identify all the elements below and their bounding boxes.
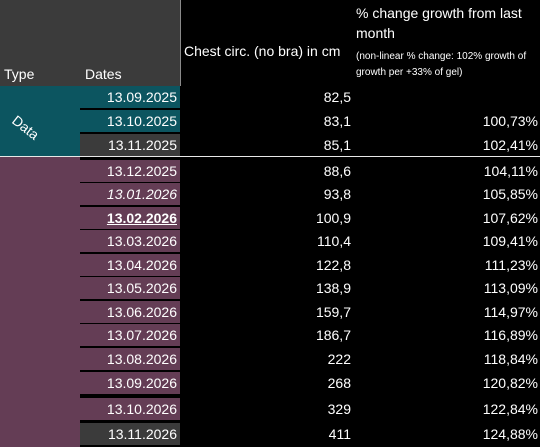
table-row: 13.06.2026 159,7 114,97% bbox=[80, 301, 540, 323]
date-cell[interactable]: 13.01.2026 bbox=[80, 183, 180, 205]
chest-cell[interactable]: 411 bbox=[180, 423, 351, 445]
chest-cell[interactable]: 122,8 bbox=[180, 254, 351, 276]
chest-cell[interactable]: 186,7 bbox=[180, 324, 351, 346]
date-cell[interactable]: 13.09.2026 bbox=[80, 372, 180, 394]
pct-cell[interactable]: 120,82% bbox=[355, 372, 538, 394]
pct-cell[interactable]: 116,89% bbox=[355, 324, 538, 346]
table-row: 13.10.2026 329 122,84% bbox=[80, 398, 540, 420]
table-row: 13.03.2026 110,4 109,41% bbox=[80, 230, 540, 252]
pct-cell[interactable] bbox=[355, 86, 538, 108]
pct-cell[interactable]: 102,41% bbox=[355, 134, 538, 156]
pct-cell[interactable]: 124,88% bbox=[355, 423, 538, 445]
table-row: 13.07.2026 186,7 116,89% bbox=[80, 324, 540, 346]
header-chest-cell[interactable] bbox=[180, 0, 355, 86]
date-cell[interactable]: 13.08.2026 bbox=[80, 348, 180, 370]
header-chest: Chest circ. (no bra) in cm bbox=[184, 43, 341, 59]
date-cell[interactable]: 13.09.2025 bbox=[80, 86, 180, 108]
chest-cell[interactable]: 82,5 bbox=[180, 86, 351, 108]
pct-cell[interactable]: 105,85% bbox=[355, 183, 538, 205]
date-cell[interactable]: 13.03.2026 bbox=[80, 230, 180, 252]
separator-line bbox=[0, 156, 540, 157]
date-cell[interactable]: 13.11.2025 bbox=[80, 134, 180, 156]
header-left-cell[interactable] bbox=[0, 0, 180, 86]
pct-cell[interactable]: 107,62% bbox=[355, 207, 538, 229]
chest-cell[interactable]: 85,1 bbox=[180, 134, 351, 156]
table-row: 13.02.2026 100,9 107,62% bbox=[80, 207, 540, 229]
table-row: 13.05.2026 138,9 113,09% bbox=[80, 277, 540, 299]
chest-cell[interactable]: 222 bbox=[180, 348, 351, 370]
date-cell[interactable]: 13.04.2026 bbox=[80, 254, 180, 276]
type-cell-data[interactable] bbox=[0, 86, 80, 156]
pct-cell[interactable]: 118,84% bbox=[355, 348, 538, 370]
date-cell[interactable]: 13.11.2026 bbox=[80, 423, 180, 445]
date-cell[interactable]: 13.05.2026 bbox=[80, 277, 180, 299]
header-type: Type bbox=[4, 66, 35, 82]
date-cell[interactable]: 13.02.2026 bbox=[80, 207, 180, 229]
chest-cell[interactable]: 159,7 bbox=[180, 301, 351, 323]
table-row: 13.10.2025 83,1 100,73% bbox=[80, 110, 540, 132]
header-pct-note: (non-linear % change: 102% growth of gro… bbox=[356, 51, 527, 78]
chest-cell[interactable]: 268 bbox=[180, 372, 351, 394]
chest-cell[interactable]: 100,9 bbox=[180, 207, 351, 229]
table-row: 13.04.2026 122,8 111,23% bbox=[80, 254, 540, 276]
date-cell[interactable]: 13.10.2025 bbox=[80, 110, 180, 132]
table-row: 13.08.2026 222 118,84% bbox=[80, 348, 540, 370]
pct-cell[interactable]: 113,09% bbox=[355, 277, 538, 299]
pct-cell[interactable]: 114,97% bbox=[355, 301, 538, 323]
chest-cell[interactable]: 93,8 bbox=[180, 183, 351, 205]
table-row: 13.09.2026 268 120,82% bbox=[80, 372, 540, 394]
header-pct-main: % change growth from last month bbox=[356, 5, 522, 41]
chest-cell[interactable]: 329 bbox=[180, 398, 351, 420]
table-row: 13.11.2026 411 124,88% bbox=[80, 423, 540, 445]
date-cell[interactable]: 13.10.2026 bbox=[80, 398, 180, 420]
table-row: 13.09.2025 82,5 bbox=[80, 86, 540, 108]
date-cell[interactable]: 13.06.2026 bbox=[80, 301, 180, 323]
chest-cell[interactable]: 138,9 bbox=[180, 277, 351, 299]
table-row: 13.11.2025 85,1 102,41% bbox=[80, 134, 540, 156]
pct-cell[interactable]: 109,41% bbox=[355, 230, 538, 252]
table-row: 13.12.2025 88,6 104,11% bbox=[80, 160, 540, 182]
pct-cell[interactable]: 104,11% bbox=[355, 160, 538, 182]
header-pct-cell[interactable] bbox=[355, 0, 540, 86]
header-dates: Dates bbox=[85, 66, 122, 82]
date-cell[interactable]: 13.07.2026 bbox=[80, 324, 180, 346]
pct-cell[interactable]: 111,23% bbox=[355, 254, 538, 276]
pct-cell[interactable]: 122,84% bbox=[355, 398, 538, 420]
chest-cell[interactable]: 110,4 bbox=[180, 230, 351, 252]
chest-cell[interactable]: 88,6 bbox=[180, 160, 351, 182]
table-row: 13.01.2026 93,8 105,85% bbox=[80, 183, 540, 205]
pct-cell[interactable]: 100,73% bbox=[355, 110, 538, 132]
chest-cell[interactable]: 83,1 bbox=[180, 110, 351, 132]
date-cell[interactable]: 13.12.2025 bbox=[80, 160, 180, 182]
type-cell-projection[interactable] bbox=[0, 157, 80, 447]
